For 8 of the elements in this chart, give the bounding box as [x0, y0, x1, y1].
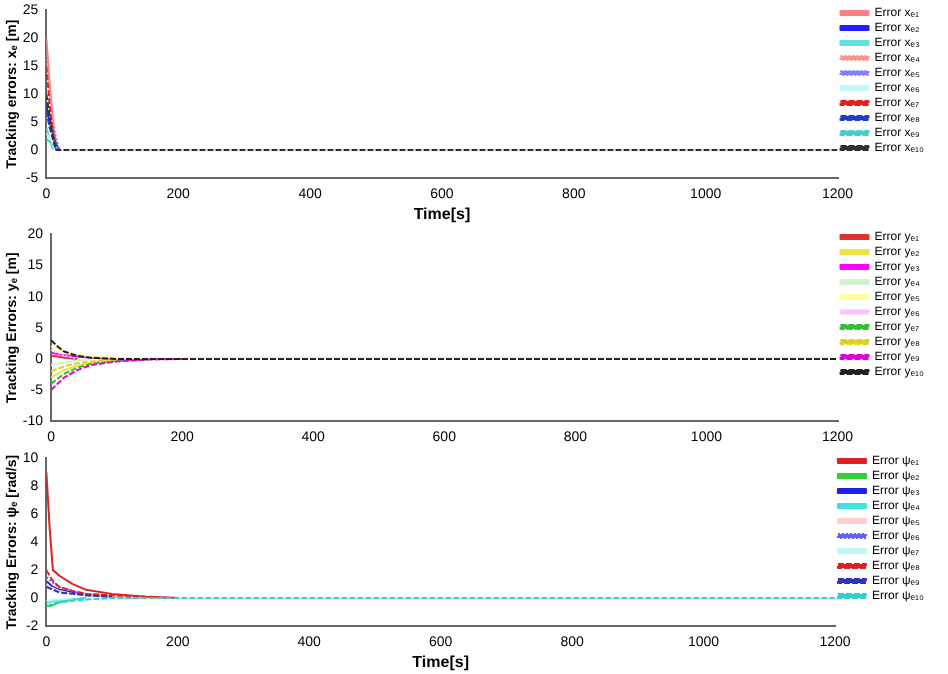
x-axis-title: Time[s] — [412, 652, 470, 671]
line-series — [46, 115, 61, 152]
line-series — [51, 358, 151, 385]
x-axis-title: Time[s] — [413, 204, 471, 223]
line-series — [46, 65, 58, 152]
line-series — [46, 54, 58, 140]
line-series — [46, 576, 114, 598]
line-series — [51, 357, 184, 392]
